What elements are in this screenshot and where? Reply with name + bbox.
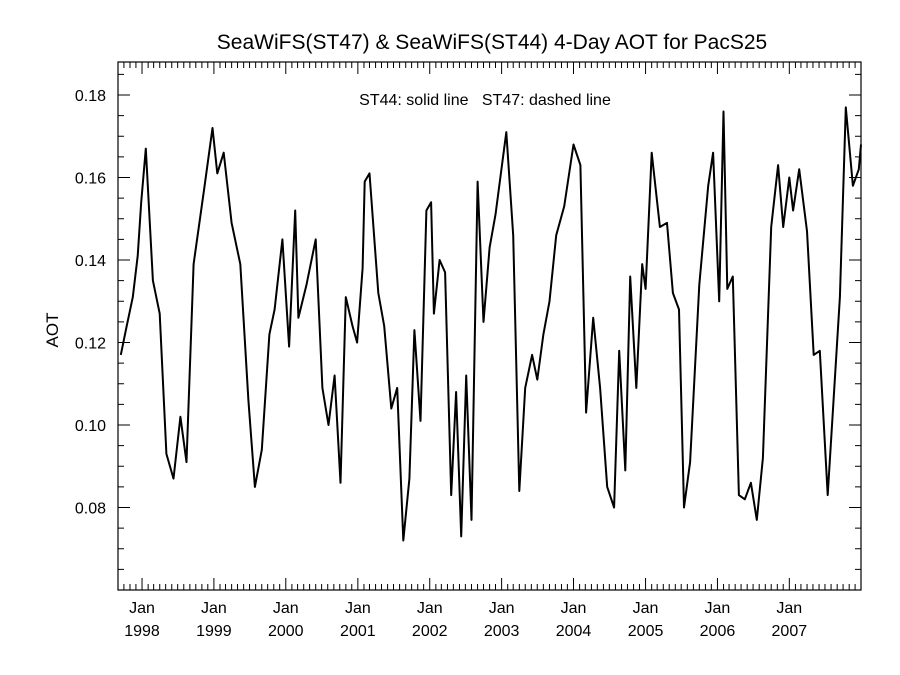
x-tick-label-month: Jan <box>129 600 155 617</box>
chart-title: SeaWiFS(ST47) & SeaWiFS(ST44) 4-Day AOT … <box>217 31 767 54</box>
x-tick-label-year: 2003 <box>484 623 520 640</box>
axis-ticks <box>117 62 861 590</box>
x-tick-label-year: 2002 <box>412 623 448 640</box>
y-tick-labels: 0.08 0.10 0.12 0.14 0.16 0.18 <box>75 88 106 518</box>
x-tick-label-year: 2004 <box>556 623 592 640</box>
x-tick-label-month: Jan <box>633 600 659 617</box>
x-tick-label-year: 2007 <box>772 623 808 640</box>
aot-series-line <box>119 106 862 542</box>
x-tick-label-month: Jan <box>705 600 731 617</box>
data-series <box>119 106 862 542</box>
x-tick-label-month: Jan <box>561 600 587 617</box>
x-tick-labels: Jan 1998 Jan 1999 Jan 2000 Jan 2001 Jan 2002 Jan 20… <box>124 600 807 640</box>
y-tick-label: 0.10 <box>75 418 106 435</box>
x-tick-label-year: 2006 <box>700 623 736 640</box>
x-tick-label-year: 2000 <box>268 623 304 640</box>
x-tick-label-year: 2005 <box>628 623 664 640</box>
x-tick-label-month: Jan <box>273 600 299 617</box>
x-tick-label-year: 1998 <box>124 623 160 640</box>
plot-frame <box>117 61 862 591</box>
y-tick-label: 0.18 <box>75 88 106 105</box>
x-tick-label-year: 1999 <box>196 623 232 640</box>
x-tick-label-month: Jan <box>345 600 371 617</box>
x-tick-label-month: Jan <box>201 600 227 617</box>
x-tick-label-month: Jan <box>417 600 443 617</box>
y-tick-label: 0.14 <box>75 253 106 270</box>
x-tick-label-year: 2001 <box>340 623 376 640</box>
series-style-annotation: ST44: solid line ST47: dashed line <box>359 92 611 109</box>
x-tick-label-month: Jan <box>776 600 802 617</box>
y-tick-label: 0.12 <box>75 336 106 353</box>
y-tick-label: 0.16 <box>75 171 106 188</box>
x-tick-label-month: Jan <box>489 600 515 617</box>
y-axis-label: AOT <box>43 313 62 348</box>
y-tick-label: 0.08 <box>75 501 106 518</box>
